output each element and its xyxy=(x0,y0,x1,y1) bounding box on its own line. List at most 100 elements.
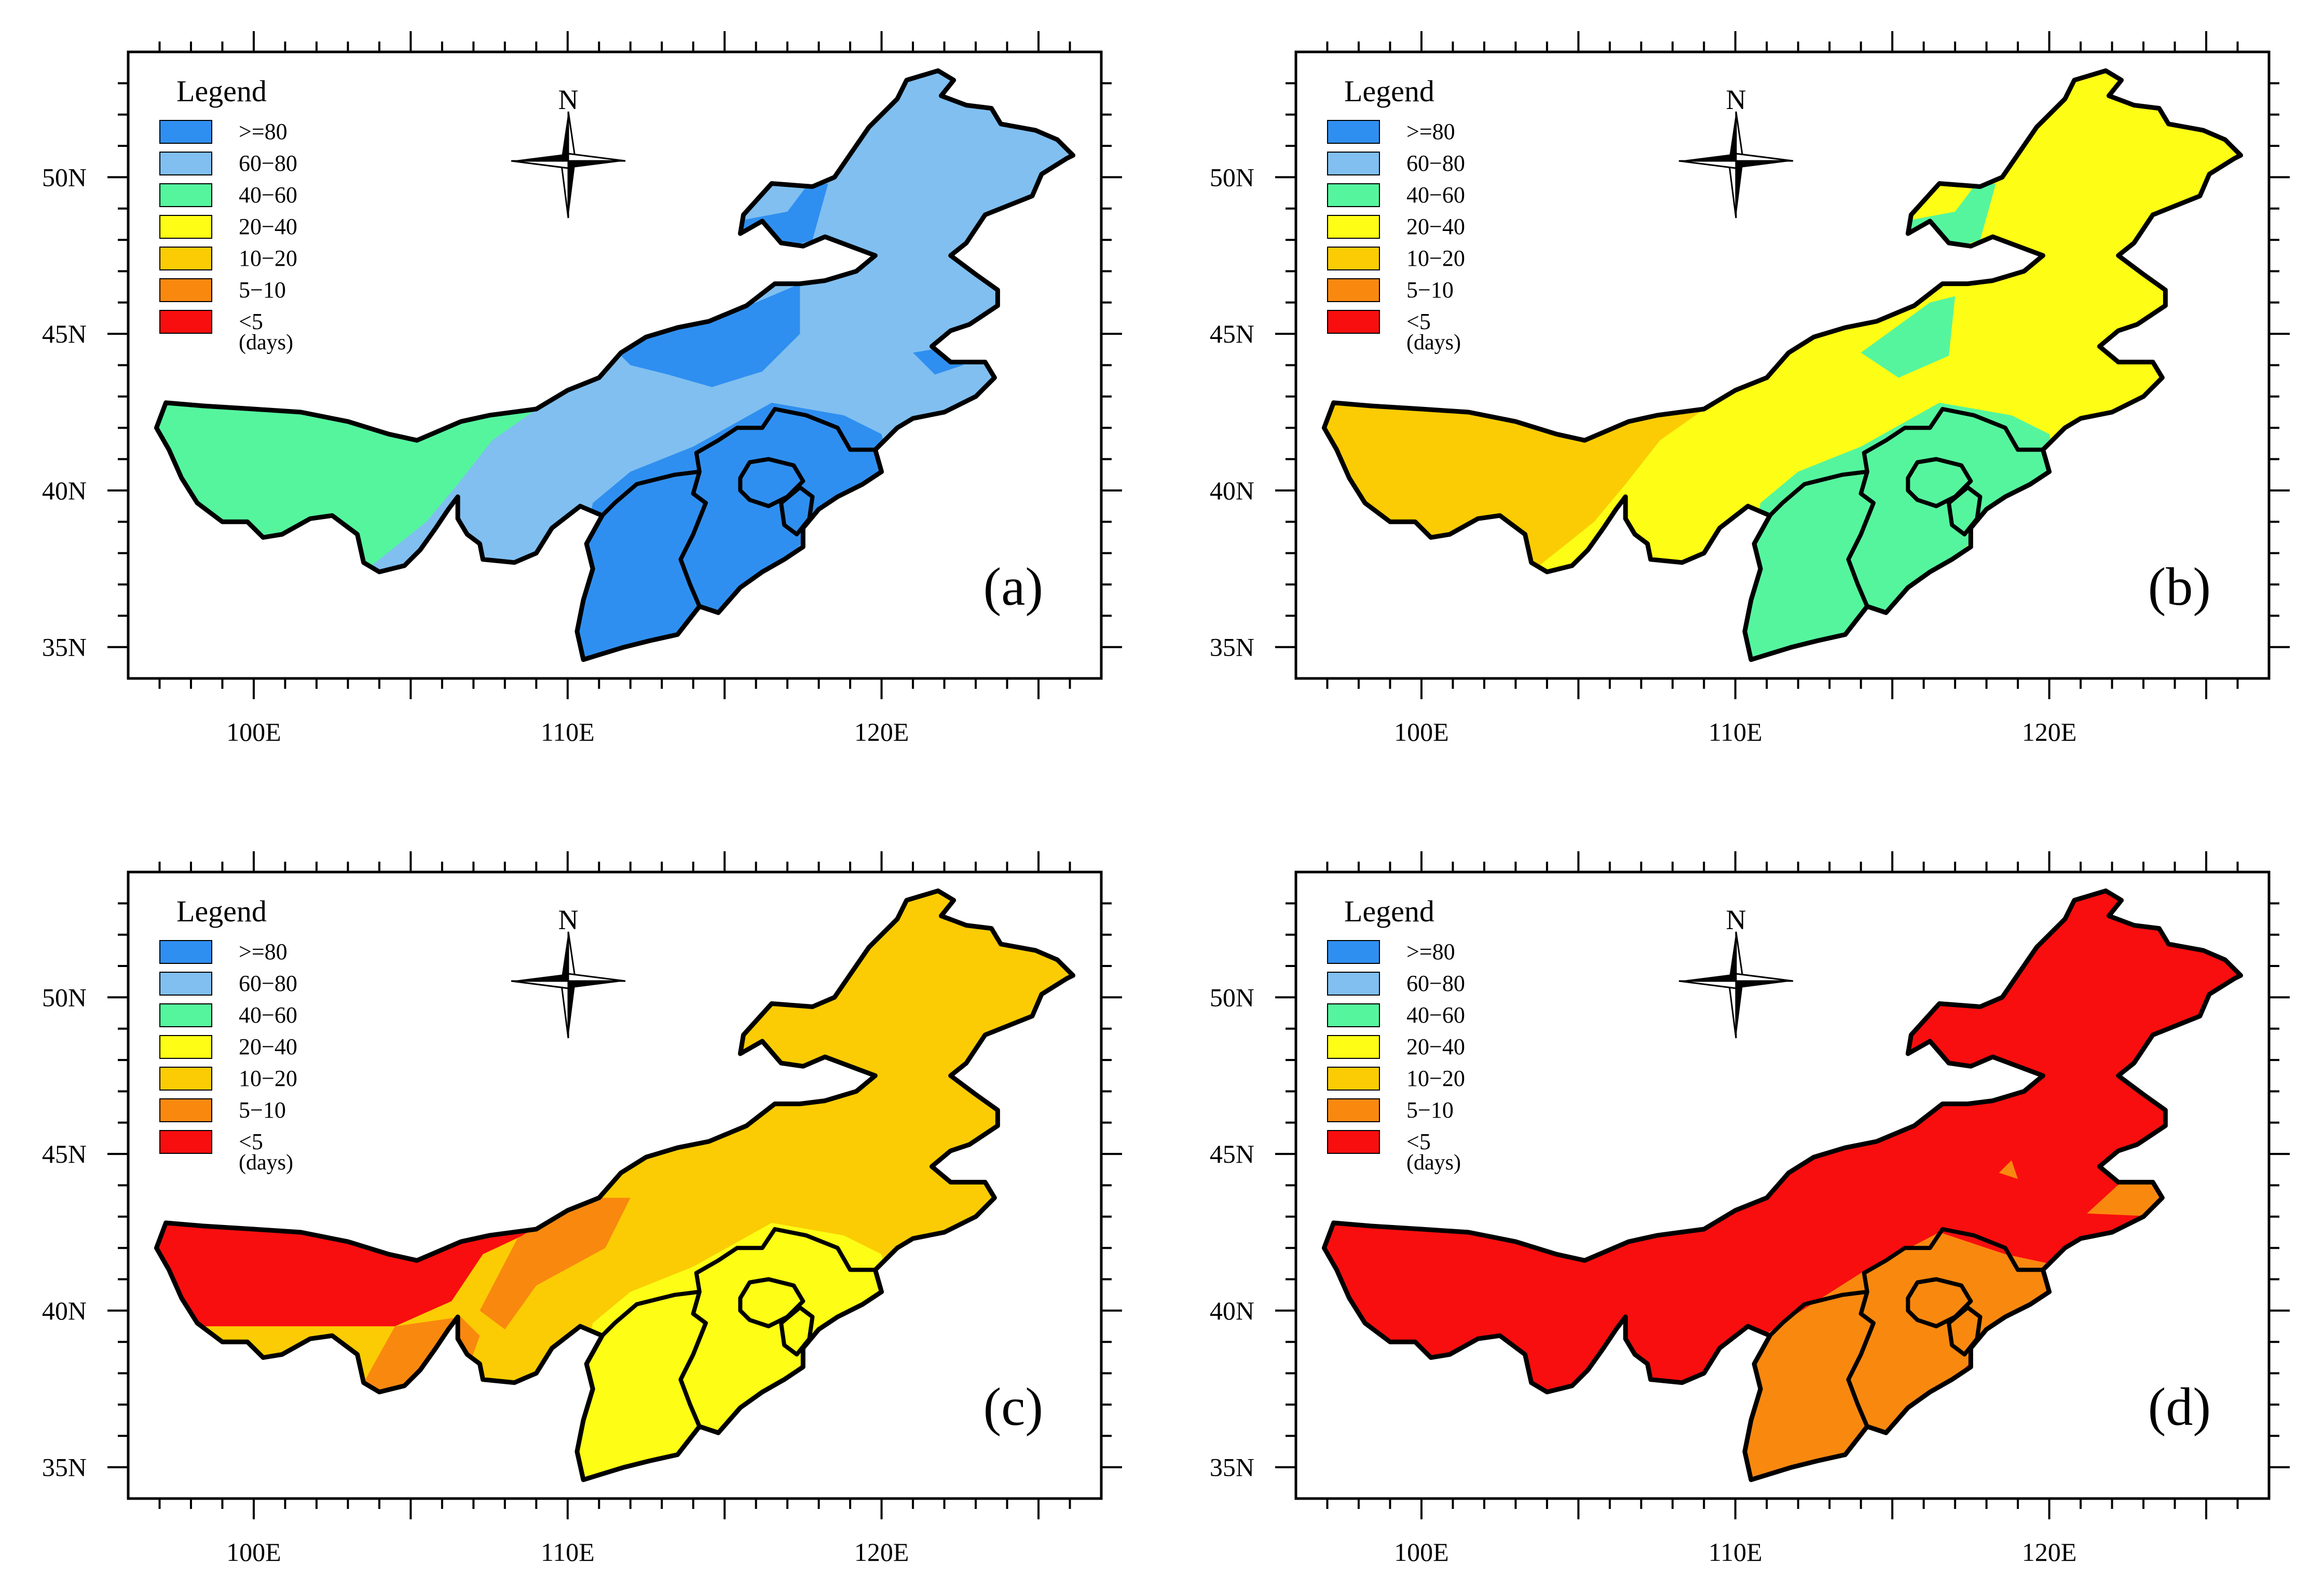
compass-needle xyxy=(1736,161,1743,218)
legend-swatch xyxy=(1327,278,1380,302)
y-tick-label: 50N xyxy=(1210,983,1254,1012)
legend-label: 10−20 xyxy=(239,1066,297,1091)
contour-zone xyxy=(1741,402,2059,660)
province-boundary xyxy=(1947,1305,1983,1357)
compass-north-label: N xyxy=(1726,84,1746,115)
legend-unit: (days) xyxy=(239,1151,293,1175)
legend-title: Legend xyxy=(1344,894,1434,928)
legend-swatch xyxy=(1327,247,1380,270)
legend-label: >=80 xyxy=(1406,119,1455,144)
legend-swatch xyxy=(1327,940,1380,964)
x-tick-label: 120E xyxy=(854,717,909,746)
compass-needle xyxy=(1678,980,1737,989)
legend-swatch xyxy=(1327,1098,1380,1122)
compass-needle xyxy=(560,160,569,219)
x-tick-label: 110E xyxy=(1708,1537,1762,1567)
compass-north-label: N xyxy=(1726,904,1746,935)
province-boundary xyxy=(1947,485,1983,537)
north-arrow-compass-icon: N xyxy=(1678,84,1794,219)
legend-title: Legend xyxy=(176,74,267,108)
y-tick-label: 40N xyxy=(42,476,87,505)
y-tick-label: 40N xyxy=(1210,1296,1254,1325)
compass-needle xyxy=(560,980,569,1039)
region-fill-base xyxy=(156,891,1073,1480)
compass-needle xyxy=(511,980,569,989)
legend-label: 40−60 xyxy=(1406,1002,1465,1028)
x-tick-label: 100E xyxy=(1394,1537,1449,1567)
legend-swatch xyxy=(159,1098,212,1122)
contour-fills xyxy=(1741,1160,2169,1480)
legend-swatch xyxy=(1327,152,1380,175)
y-tick-label: 35N xyxy=(42,1453,87,1482)
y-tick-label: 50N xyxy=(42,983,87,1012)
legend-label: >=80 xyxy=(1406,939,1455,964)
legend-label: 20−40 xyxy=(239,214,297,239)
map-panel: 100E 110E 120E 50N 45N 40N 35N Legend >=80 60−80 4… xyxy=(42,851,1122,1567)
x-tick-label: 120E xyxy=(2022,717,2077,746)
y-tick-label: 45N xyxy=(1210,1139,1254,1168)
legend-label: 20−40 xyxy=(1406,1034,1465,1059)
province-boundary xyxy=(678,1227,884,1435)
legend-swatch xyxy=(159,152,212,175)
legend-swatch xyxy=(159,972,212,996)
region-outline xyxy=(1321,68,2244,662)
legend-swatch xyxy=(159,183,212,207)
panel-label: (a) xyxy=(983,557,1043,617)
legend-swatch xyxy=(159,1130,212,1154)
x-tick-label: 100E xyxy=(226,1537,281,1567)
legend-label: 5−10 xyxy=(239,1097,286,1123)
legend-label: <5 xyxy=(239,309,263,334)
legend-swatch xyxy=(1327,1067,1380,1091)
compass-needle xyxy=(1729,112,1736,161)
y-tick-label: 45N xyxy=(42,1139,87,1168)
region-fill-base xyxy=(1324,891,2241,1480)
compass-needle xyxy=(1729,932,1736,981)
legend-swatch xyxy=(159,940,212,964)
compass-needle xyxy=(567,973,626,982)
province-boundary xyxy=(1846,1227,2052,1435)
legend-swatch xyxy=(1327,1035,1380,1059)
contour-fills xyxy=(1324,183,2059,660)
legend-swatch xyxy=(1327,215,1380,239)
legend-label: 5−10 xyxy=(1406,277,1454,303)
legend-unit: (days) xyxy=(1406,331,1461,355)
compass-needle xyxy=(1728,160,1737,219)
panel-label: (d) xyxy=(2148,1377,2211,1437)
compass-needle xyxy=(1735,153,1794,162)
compass-needle xyxy=(567,153,626,162)
legend-swatch xyxy=(159,1067,212,1091)
compass-needle xyxy=(1736,981,1743,1038)
contour-zone xyxy=(573,1222,891,1480)
compass-needle xyxy=(568,981,576,1038)
province-boundary xyxy=(779,485,815,537)
compass-needle xyxy=(511,154,568,161)
compass-needle xyxy=(568,161,576,218)
legend-label: >=80 xyxy=(239,119,288,144)
compass-needle xyxy=(1736,161,1793,168)
contour-zone xyxy=(614,283,800,387)
x-tick-label: 110E xyxy=(541,1537,595,1567)
legend-unit: (days) xyxy=(1406,1151,1461,1175)
legend: Legend >=80 60−80 40−60 20−40 10−20 5−10 <5(day… xyxy=(159,894,297,1175)
province-boundary xyxy=(779,1305,815,1357)
legend-label: <5 xyxy=(1406,1129,1431,1154)
contour-zone xyxy=(1999,1160,2018,1179)
y-tick-label: 45N xyxy=(1210,319,1254,348)
y-tick-label: 50N xyxy=(1210,162,1254,192)
region-outline xyxy=(154,888,1076,1482)
y-tick-label: 45N xyxy=(42,319,87,348)
legend-swatch xyxy=(159,120,212,144)
region-outline xyxy=(1321,888,2244,1482)
map-panel: 100E 110E 120E 50N 45N 40N 35N Legend >=80 60−80 4… xyxy=(42,31,1122,746)
north-arrow-compass-icon: N xyxy=(1678,904,1794,1039)
legend-label: 40−60 xyxy=(239,182,297,208)
x-tick-label: 110E xyxy=(541,717,595,746)
legend-unit: (days) xyxy=(239,331,293,355)
compass-north-label: N xyxy=(558,84,579,115)
legend-swatch xyxy=(159,278,212,302)
legend-title: Legend xyxy=(1344,74,1434,108)
x-tick-label: 110E xyxy=(1708,717,1762,746)
compass-needle xyxy=(1678,160,1737,169)
legend-label: <5 xyxy=(1406,309,1431,334)
